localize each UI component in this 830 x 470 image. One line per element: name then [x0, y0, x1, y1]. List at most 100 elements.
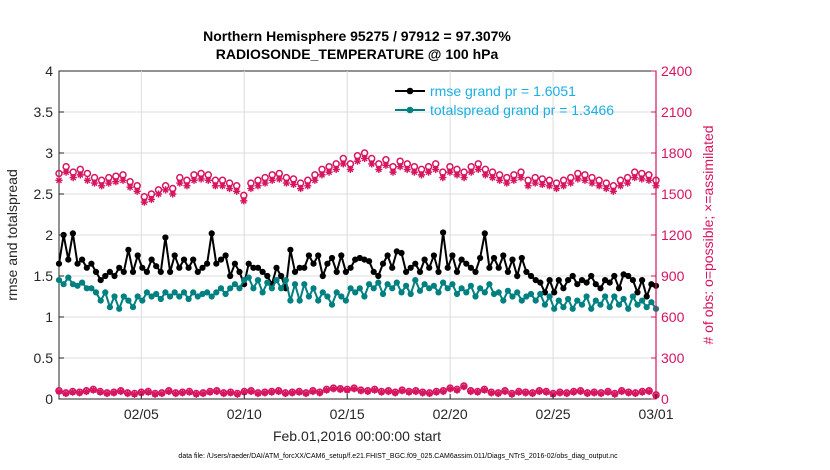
assimilated_low-marker [412, 387, 420, 396]
rmse-point [532, 277, 539, 284]
rmse-point [546, 277, 553, 284]
assimilated_low-marker [446, 385, 454, 393]
totalspread-point [615, 301, 623, 308]
assimilated_low-marker [240, 388, 248, 396]
assimilated_low-marker [453, 386, 461, 394]
rmse-point [393, 248, 400, 255]
totalspread-point [125, 297, 132, 304]
totalspread-point [518, 297, 525, 304]
assimilated-marker [517, 174, 525, 182]
rmse-point [486, 264, 493, 271]
rmse-point [379, 260, 387, 267]
assimilated-marker [83, 176, 92, 184]
assimilated-marker [332, 165, 340, 173]
assimilated_low-marker [494, 389, 502, 398]
y-tick-label-left: 4 [45, 63, 53, 79]
rmse-point [578, 277, 586, 284]
assimilated-marker [460, 174, 468, 182]
assimilated_low-marker [425, 389, 434, 398]
assimilated-marker [297, 184, 305, 193]
rmse-point [504, 268, 511, 275]
y-axis-label-left: rmse and totalspread [4, 169, 20, 301]
rmse-point [421, 256, 428, 263]
rmse-point [231, 260, 238, 267]
assimilated-marker [389, 168, 397, 176]
totalspread-point [162, 289, 169, 296]
totalspread-point [79, 279, 86, 286]
x-axis-label: Feb.01,2016 00:00:00 start [273, 428, 441, 444]
totalspread-point [611, 293, 618, 300]
assimilated-marker [382, 161, 390, 169]
y-tick-label-right: 0 [661, 391, 669, 407]
rmse-point [185, 264, 192, 271]
totalspread-point [250, 285, 257, 292]
totalspread-point [634, 301, 641, 308]
rmse-point [416, 268, 424, 275]
assimilated-marker [76, 171, 84, 179]
totalspread-point [342, 297, 349, 304]
rmse-point [361, 256, 368, 263]
assimilated-marker [62, 168, 70, 176]
assimilated-marker [417, 171, 426, 179]
totalspread-point [569, 305, 576, 312]
assimilated-marker [552, 184, 561, 193]
rmse-point [407, 264, 414, 271]
rmse-point [514, 272, 521, 280]
assimilated-marker [574, 175, 582, 183]
rmse-point [194, 268, 201, 275]
assimilated-marker [318, 171, 326, 179]
totalspread-point [523, 293, 530, 300]
totalspread-point [384, 281, 391, 288]
rmse-point [574, 281, 581, 288]
y-tick-label-left: 3.5 [34, 104, 54, 120]
assimilated-marker [453, 171, 461, 179]
assimilated-marker [112, 178, 120, 186]
totalspread-point [541, 301, 549, 308]
assimilated-marker [432, 165, 440, 173]
assimilated_low-marker [631, 389, 640, 398]
totalspread-point [361, 293, 368, 300]
assimilated-marker [410, 168, 418, 176]
assimilated_low-marker [62, 389, 70, 398]
assimilated_low-marker [343, 386, 351, 394]
assimilated_low-marker [522, 389, 530, 397]
rmse-point [305, 252, 312, 259]
assimilated_low-marker [535, 387, 543, 396]
chart-title-line1: Northern Hemisphere 95275 / 97912 = 97.3… [203, 28, 511, 44]
totalspread-point [453, 290, 461, 298]
assimilated-marker [503, 179, 511, 187]
rmse-point [291, 268, 299, 275]
assimilated-marker [154, 190, 163, 198]
assimilated-marker [361, 154, 369, 163]
totalspread-point [527, 290, 535, 298]
assimilated_low-marker [604, 388, 612, 396]
series-layer [55, 149, 660, 400]
totalspread-point [393, 279, 400, 286]
assimilated-marker [467, 168, 475, 176]
assimilated_low-marker [233, 390, 242, 398]
totalspread-point [111, 293, 118, 300]
totalspread-point [597, 301, 604, 308]
totalspread-point [444, 285, 451, 292]
assimilated_low-marker [391, 389, 399, 397]
assimilated_low-marker [508, 390, 516, 398]
assimilated-marker [240, 197, 248, 205]
assimilated-marker [197, 175, 205, 183]
assimilated_low-marker [268, 388, 276, 396]
assimilated-marker [225, 184, 234, 193]
totalspread-point [490, 290, 498, 298]
assimilated_low-marker [377, 388, 386, 396]
rmse-point [366, 258, 373, 265]
assimilated_low-marker [124, 389, 132, 398]
assimilated_low-marker [220, 389, 228, 398]
rmse-point [440, 229, 447, 236]
rmse-point [236, 268, 243, 275]
assimilated-marker [538, 180, 546, 189]
totalspread-point [282, 277, 289, 284]
totalspread-point [583, 293, 590, 300]
rmse-point [153, 263, 160, 270]
rmse-point [83, 264, 90, 271]
totalspread-point [106, 304, 113, 311]
totalspread-point [500, 297, 507, 304]
